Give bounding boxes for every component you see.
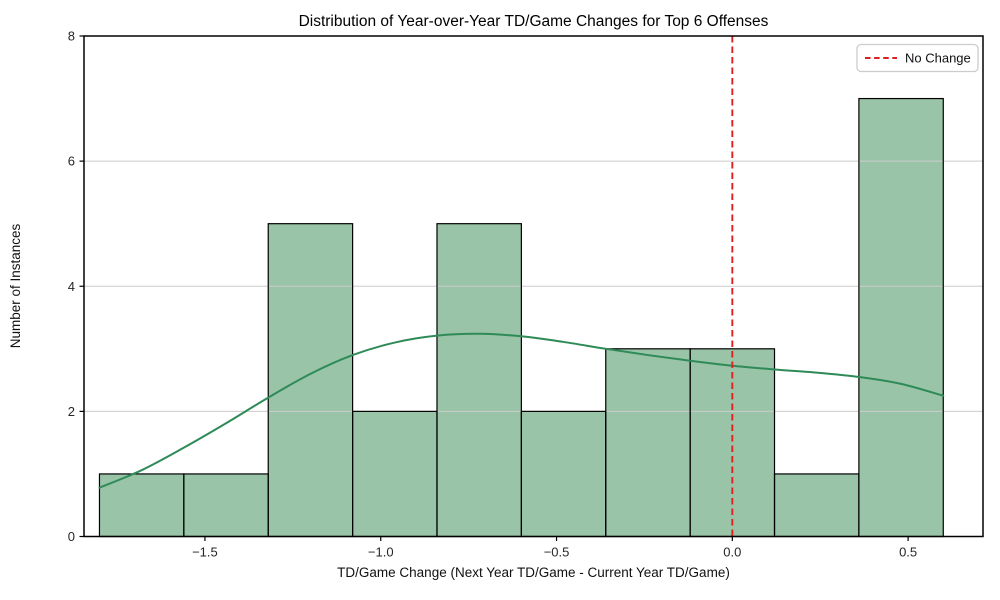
x-tick-label: 0.0: [723, 545, 741, 560]
histogram-bar: [521, 411, 606, 537]
ticks-layer: [79, 35, 909, 541]
histogram-bars-layer: [99, 98, 944, 537]
legend-entry-label: No Change: [905, 51, 971, 66]
histogram-bar: [436, 223, 522, 537]
histogram-bar: [858, 98, 944, 537]
y-axis-label: Number of Instances: [8, 223, 23, 348]
y-tick-label: 2: [68, 404, 75, 419]
histogram-bar: [352, 411, 437, 537]
y-tick-label: 6: [68, 154, 75, 169]
histogram-bar: [268, 223, 353, 537]
x-tick-label: 0.5: [899, 545, 917, 560]
kde-curve-layer: [98, 332, 945, 489]
y-tick-label: 0: [68, 529, 75, 544]
tick-labels-layer: −1.5 −1.0 −0.5 0.0 0.5 0 2 4 6 8: [68, 29, 917, 560]
kde-curve: [98, 332, 945, 489]
legend-box: [856, 43, 979, 73]
x-tick-label: −0.5: [544, 545, 570, 560]
chart-title: Distribution of Year-over-Year TD/Game C…: [299, 13, 769, 30]
y-tick-label: 4: [68, 279, 75, 294]
histogram-bar: [774, 473, 859, 537]
histogram-bar-outlines-layer: [98, 97, 944, 538]
y-tick-label: 8: [68, 29, 75, 44]
x-tick-label: −1.5: [192, 545, 218, 560]
histogram-bar: [605, 348, 691, 537]
x-tick-label: −1.0: [368, 545, 394, 560]
histogram-bar: [183, 473, 269, 537]
x-axis-label: TD/Game Change (Next Year TD/Game - Curr…: [337, 565, 730, 580]
histogram-bar: [690, 348, 775, 537]
gridlines-layer: [84, 160, 983, 412]
histogram-bar: [99, 473, 184, 537]
legend: No Change: [856, 43, 979, 73]
